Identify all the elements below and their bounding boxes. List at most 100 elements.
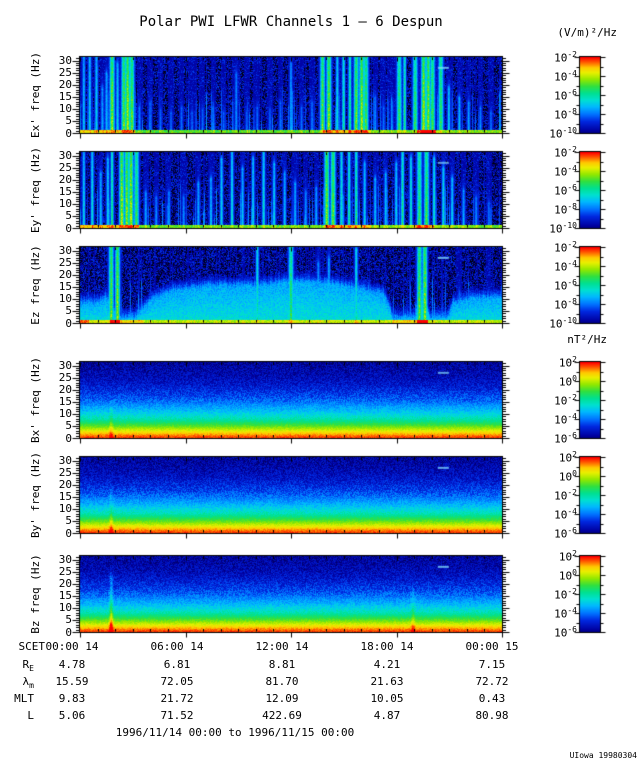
ephemeris-value: 0.43 [478, 692, 506, 705]
y-tick-label: 0 [65, 625, 72, 639]
y-tick-label: 20 [58, 173, 72, 187]
colorbar-tick-label: 10-2 [554, 393, 577, 408]
ephemeris-value: 5.06 [58, 709, 86, 722]
y-tick-label: 5 [65, 304, 72, 318]
colorbar-tick-label: 100 [558, 469, 577, 484]
colorbar-tick-label: 10-8 [554, 202, 577, 217]
ephemeris-value: 7.15 [478, 658, 506, 671]
y-tick-label: 25 [58, 466, 72, 480]
y-tick-label: 10 [58, 197, 72, 211]
y-tick-label: 10 [58, 102, 72, 116]
b-units-label: nT²/Hz [567, 333, 607, 346]
ephemeris-value: 422.69 [262, 709, 302, 722]
y-tick-label: 20 [58, 78, 72, 92]
y-tick-label: 0 [65, 126, 72, 140]
y-tick-label: 15 [58, 490, 72, 504]
ephemeris-value: 72.05 [160, 675, 194, 688]
page-title: Polar PWI LFWR Channels 1 — 6 Despun [139, 14, 443, 30]
y-tick-label: 15 [58, 589, 72, 603]
ephemeris-value: 4.21 [373, 658, 401, 671]
colorbar-tick-label: 10-2 [554, 240, 577, 255]
ephemeris-value: 72.72 [475, 675, 509, 688]
y-tick-label: 15 [58, 395, 72, 409]
colorbar-tick-label: 102 [558, 355, 577, 370]
y-tick-label: 25 [58, 66, 72, 80]
y-tick-label: 30 [58, 359, 72, 373]
colorbar-tick-label: 10-4 [554, 259, 577, 274]
ephemeris-value: 21.63 [370, 675, 404, 688]
y-tick-label: 10 [58, 601, 72, 615]
x-tick-label: 18:00 14 [360, 640, 414, 653]
y-tick-label: 25 [58, 161, 72, 175]
y-tick-label: 5 [65, 114, 72, 128]
y-tick-label: 0 [65, 526, 72, 540]
ephemeris-value: 21.72 [160, 692, 194, 705]
y-tick-label: 20 [58, 383, 72, 397]
x-tick-label: 06:00 14 [150, 640, 204, 653]
y-tick-label: 10 [58, 502, 72, 516]
colorbar-tick-label: 10-6 [554, 278, 577, 293]
ephemeris-value: 4.87 [373, 709, 401, 722]
y-tick-label: 30 [58, 149, 72, 163]
y-tick-label: 25 [58, 256, 72, 270]
colorbar-tick-label: 10-4 [554, 69, 577, 84]
y-tick-label: 30 [58, 54, 72, 68]
y-tick-label: 5 [65, 514, 72, 528]
ephemeris-row-label: L [27, 709, 34, 722]
colorbar-tick-label: 10-6 [554, 431, 577, 446]
colorbar-tick-label: 10-2 [554, 587, 577, 602]
y-tick-label: 15 [58, 280, 72, 294]
colorbar-tick-label: 100 [558, 568, 577, 583]
y-tick-label: 20 [58, 268, 72, 282]
y-tick-label: 30 [58, 454, 72, 468]
colorbar-tick-label: 10-10 [549, 221, 577, 236]
ephemeris-value: 6.81 [163, 658, 191, 671]
x-tick-label: 00:00 15 [465, 640, 519, 653]
ephemeris-value: 80.98 [475, 709, 509, 722]
ephemeris-value: 71.52 [160, 709, 194, 722]
ephemeris-value: 15.59 [55, 675, 89, 688]
y-tick-label: 25 [58, 371, 72, 385]
colorbar-tick-label: 102 [558, 549, 577, 564]
ephemeris-value: 10.05 [370, 692, 404, 705]
colorbar-tick-label: 10-6 [554, 625, 577, 640]
ephemeris-value: 8.81 [268, 658, 296, 671]
colorbar-tick-label: 10-4 [554, 164, 577, 179]
colorbar-tick-label: 10-2 [554, 145, 577, 160]
ephemeris-value: 12.09 [265, 692, 299, 705]
y-tick-label: 20 [58, 577, 72, 591]
y-tick-label: 10 [58, 292, 72, 306]
y-tick-label: 5 [65, 613, 72, 627]
colorbar-tick-label: 10-10 [549, 316, 577, 331]
x-tick-label: 12:00 14 [255, 640, 309, 653]
colorbar-tick-label: 10-4 [554, 606, 577, 621]
y-axis-label-bz: Bz freq (Hz) [29, 554, 42, 634]
colorbar-tick-label: 100 [558, 374, 577, 389]
y-tick-label: 0 [65, 316, 72, 330]
y-tick-label: 0 [65, 431, 72, 445]
y-tick-label: 0 [65, 221, 72, 235]
e-units-label: (V/m)²/Hz [557, 26, 617, 39]
ephemeris-value: 4.78 [58, 658, 86, 671]
ephemeris-row-label: MLT [14, 692, 34, 705]
ephemeris-value: 9.83 [58, 692, 86, 705]
ephemeris-row-label: RE [22, 658, 34, 674]
colorbar-tick-label: 10-4 [554, 507, 577, 522]
y-tick-label: 30 [58, 553, 72, 567]
y-tick-label: 15 [58, 185, 72, 199]
x-tick-label: 00:00 14 [45, 640, 99, 653]
y-tick-label: 10 [58, 407, 72, 421]
ephemeris-value: 81.70 [265, 675, 299, 688]
colorbar-tick-label: 10-6 [554, 88, 577, 103]
date-range-label: 1996/11/14 00:00 to 1996/11/15 00:00 [115, 726, 355, 739]
y-tick-label: 30 [58, 244, 72, 258]
colorbar-tick-label: 10-4 [554, 412, 577, 427]
y-tick-label: 20 [58, 478, 72, 492]
colorbar-tick-label: 10-2 [554, 50, 577, 65]
colorbar-tick-label: 10-6 [554, 526, 577, 541]
y-axis-label-ez: Ez freq (Hz) [29, 245, 42, 325]
y-tick-label: 5 [65, 209, 72, 223]
credit-label: UIowa 19980304 [569, 751, 637, 760]
colorbar-tick-label: 10-2 [554, 488, 577, 503]
